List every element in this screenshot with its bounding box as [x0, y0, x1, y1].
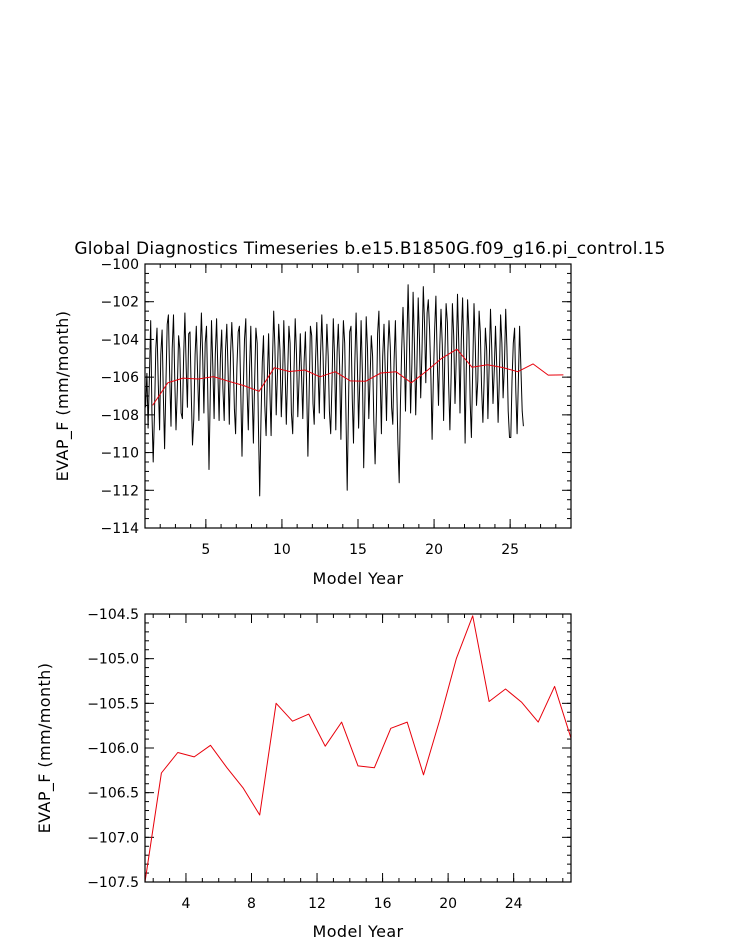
x-tick-label: 12: [308, 896, 326, 912]
x-tick-label: 20: [425, 542, 443, 558]
y-tick-label: −108: [101, 408, 139, 424]
x-axis-label: Model Year: [313, 569, 404, 588]
x-tick-label: 16: [374, 896, 392, 912]
y-tick-label: −112: [101, 483, 139, 499]
y-tick-label: −105.5: [87, 696, 139, 712]
y-tick-label: −106.0: [87, 741, 139, 757]
tick-marks: [145, 613, 571, 883]
plot-frame: [144, 263, 572, 529]
series-line-annual: [152, 348, 564, 406]
x-tick-label: 8: [247, 896, 256, 912]
y-tick-label: −106.5: [87, 786, 139, 802]
series-line-annual: [144, 615, 572, 883]
x-tick-label: 4: [182, 896, 191, 912]
y-tick-label: −106: [101, 370, 140, 386]
chart-top-timeseries: Global Diagnostics Timeseries b.e15.B185…: [53, 239, 665, 588]
series-line-monthly: [145, 284, 524, 497]
x-tick-label: 15: [349, 542, 367, 558]
y-tick-label: −104.5: [87, 607, 139, 623]
chart-title: Global Diagnostics Timeseries b.e15.B185…: [74, 239, 665, 259]
x-tick-label: 25: [501, 542, 519, 558]
y-tick-label: −107.5: [87, 875, 139, 891]
x-tick-label: 20: [439, 896, 457, 912]
x-tick-label: 5: [201, 542, 210, 558]
y-tick-label: −107.0: [87, 830, 139, 846]
y-axis-label: EVAP_F (mm/month): [53, 311, 73, 482]
y-axis-label: EVAP_F (mm/month): [35, 663, 55, 834]
x-tick-label: 24: [505, 896, 523, 912]
x-axis-label: Model Year: [313, 922, 404, 941]
plot-frame: [144, 613, 572, 883]
chart-bottom-annual: 4 8 12 16 20 24 −107.5 −107.0 −106.5 −106.0 −105.5…: [35, 607, 572, 941]
y-tick-label: −110: [101, 446, 139, 462]
y-tick-label: −105.0: [87, 652, 139, 668]
y-tick-label: −114: [101, 521, 140, 537]
y-tick-label: −100: [101, 257, 139, 273]
x-tick-label: 10: [273, 542, 291, 558]
y-tick-label: −104: [101, 332, 140, 348]
y-tick-label: −102: [101, 295, 139, 311]
